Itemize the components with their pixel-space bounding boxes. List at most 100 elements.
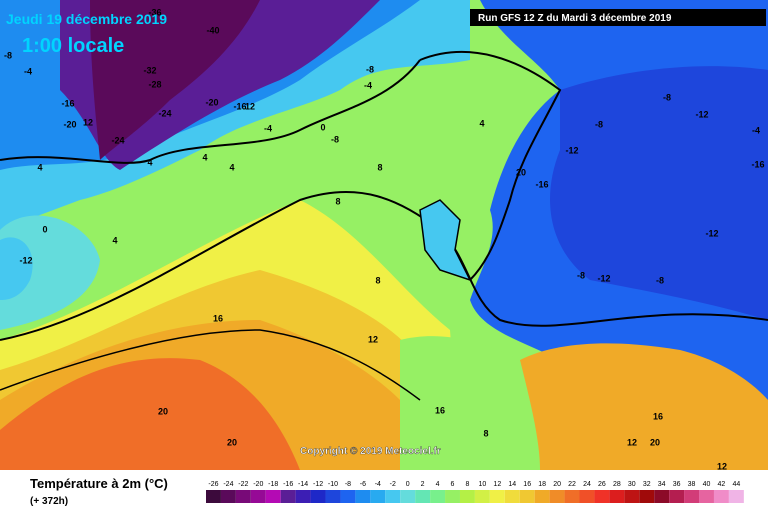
contour (419, 51, 562, 281)
colorbar-swatch (504, 490, 520, 503)
map-value: 0 (42, 224, 47, 234)
colorbar-swatch (459, 490, 475, 503)
map-value: -8 (331, 134, 339, 144)
colorbar-swatch (654, 490, 670, 503)
colorbar-swatch (235, 490, 251, 503)
map-value: 4 (147, 157, 152, 167)
colorbar-swatch (624, 490, 640, 503)
legend-lead: (+ 372h) (30, 496, 68, 507)
copyright: Copyright © 2019 Meteociel.fr (300, 446, 441, 457)
colorbar-swatch (370, 490, 386, 503)
map-value: -16 (535, 179, 548, 189)
colorbar-swatch (220, 490, 236, 503)
colorbar-swatch (206, 490, 221, 503)
colorbar-tick: -8 (345, 481, 351, 488)
colorbar-swatch (430, 490, 446, 503)
colorbar-tick: 8 (465, 481, 469, 488)
map-value: -12 (565, 145, 578, 155)
map-value: -36 (148, 7, 161, 17)
map-value: -20 (205, 97, 218, 107)
map-value: -8 (4, 50, 12, 60)
colorbar-swatch (594, 490, 610, 503)
map-value: -8 (656, 275, 664, 285)
map-value: -12 (695, 109, 708, 119)
colorbar-swatch (355, 490, 371, 503)
map-value: -8 (663, 92, 671, 102)
colorbar-swatch (474, 490, 490, 503)
zone-med-orange (505, 343, 768, 470)
colorbar-swatch (579, 490, 595, 503)
map-value: -16 (751, 159, 764, 169)
map-value: -12 (597, 273, 610, 283)
map-value: -20 (63, 119, 76, 129)
colorbar-tick: -16 (283, 481, 293, 488)
map-value: 20 (516, 167, 526, 177)
colorbar-swatch (564, 490, 580, 503)
map-value: -4 (24, 66, 32, 76)
colorbar-swatch (519, 490, 535, 503)
map-value: -4 (264, 123, 272, 133)
colorbar-swatch (280, 490, 296, 503)
map-value: 12 (627, 437, 637, 447)
colorbar-swatch (489, 490, 505, 503)
colorbar-swatch (639, 490, 655, 503)
colorbar-swatch (385, 490, 401, 503)
map-value: 8 (375, 275, 380, 285)
zone-cyan-spot (0, 237, 33, 300)
colorbar-tick: 16 (523, 481, 531, 488)
colorbar-tick: -24 (223, 481, 233, 488)
map-value: 20 (227, 437, 237, 447)
colorbar-swatch (699, 490, 714, 503)
map-value: 16 (213, 313, 223, 323)
map-value: -4 (752, 125, 760, 135)
zone-purple (90, 0, 260, 160)
colorbar-swatch (295, 490, 311, 503)
colorbar-swatch (415, 490, 431, 503)
colorbar-swatch (400, 490, 416, 503)
colorbar-tick: 2 (421, 481, 425, 488)
map-value: -8 (595, 119, 603, 129)
map (0, 0, 768, 470)
colorbar-tick: 22 (568, 481, 576, 488)
run-label: Run GFS 12 Z du Mardi 3 décembre 2019 (478, 13, 672, 24)
run-box (470, 9, 766, 26)
map-value: 0 (320, 122, 325, 132)
colorbar-tick: -4 (375, 481, 381, 488)
colorbar-tick: -14 (298, 481, 308, 488)
colorbar-tick: 18 (538, 481, 546, 488)
colorbar-swatch (250, 490, 266, 503)
map-value: 4 (229, 162, 234, 172)
map-value: 4 (479, 118, 484, 128)
colorbar-tick: 20 (553, 481, 561, 488)
colorbar-tick: -18 (268, 481, 278, 488)
map-value: 12 (245, 101, 255, 111)
colorbar-tick: 10 (478, 481, 486, 488)
contour (0, 329, 421, 401)
map-value: -8 (577, 270, 585, 280)
colorbar: -26 -24 -22 -20 -18 -16 -14 -12 -10 -8 -6 -4 -2 0 2 4 6 8… (206, 481, 744, 503)
map-value: -8 (366, 64, 374, 74)
colorbar-swatch (325, 490, 341, 503)
colorbar-swatch (310, 490, 326, 503)
colorbar-tick: -12 (313, 481, 323, 488)
colorbar-swatch (669, 490, 685, 503)
map-value: 4 (37, 162, 42, 172)
map-value: -24 (158, 108, 171, 118)
map-value: 8 (377, 162, 382, 172)
map-value: 8 (483, 428, 488, 438)
colorbar-tick: -22 (238, 481, 248, 488)
map-value: -24 (111, 135, 124, 145)
colorbar-tick: 24 (583, 481, 591, 488)
map-value: -16 (233, 101, 246, 111)
map-value: -16 (61, 98, 74, 108)
date-title: Jeudi 19 décembre 2019 (6, 11, 167, 27)
colorbar-tick: 42 (718, 481, 726, 488)
map-value: 12 (368, 334, 378, 344)
colorbar-tick: 40 (703, 481, 711, 488)
colorbar-tick: 32 (643, 481, 651, 488)
map-value: 4 (202, 152, 207, 162)
colorbar-tick: 28 (613, 481, 621, 488)
colorbar-tick: 0 (406, 481, 410, 488)
